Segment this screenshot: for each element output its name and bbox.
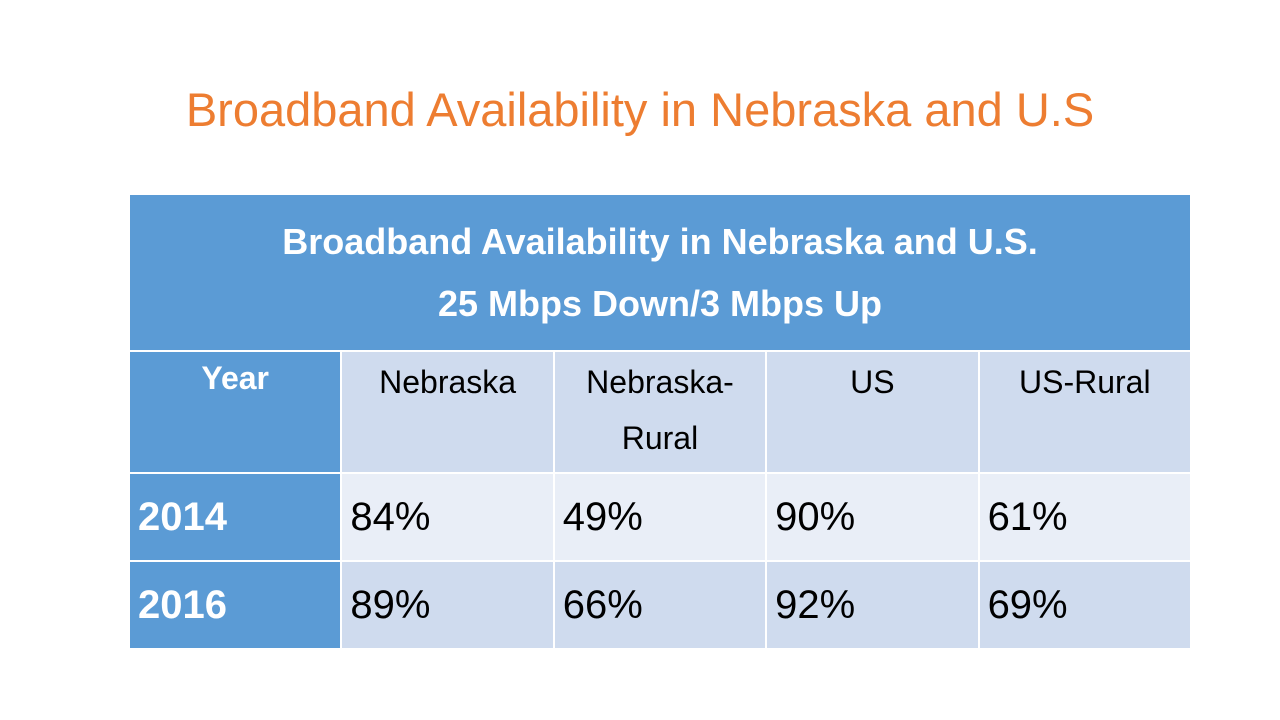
table-cell: 90% xyxy=(765,472,980,562)
table-cell: 69% xyxy=(977,560,1193,650)
slide-title: Broadband Availability in Nebraska and U… xyxy=(185,83,1095,136)
table-cell: 61% xyxy=(977,472,1193,562)
broadband-table: Broadband Availability in Nebraska and U… xyxy=(127,193,1193,650)
table-header-subtitle: 25 Mbps Down/3 Mbps Up xyxy=(437,282,883,324)
table-header: Broadband Availability in Nebraska and U… xyxy=(128,193,1192,352)
row-year-cell: 2014 xyxy=(127,472,343,562)
column-header-row: Year Nebraska Nebraska-Rural US US-Rural xyxy=(127,350,1193,474)
table-cell: 66% xyxy=(552,560,768,650)
column-header-us-rural: US-Rural xyxy=(977,350,1193,474)
column-header-nebraska-rural: Nebraska-Rural xyxy=(552,350,768,474)
column-header-nebraska: Nebraska xyxy=(340,350,555,474)
table-cell: 84% xyxy=(340,472,555,562)
table-header-title: Broadband Availability in Nebraska and U… xyxy=(282,220,1038,262)
column-header-us: US xyxy=(765,350,980,474)
table-cell: 49% xyxy=(552,472,768,562)
table-row: 2016 89% 66% 92% 69% xyxy=(127,560,1193,650)
table-cell: 89% xyxy=(340,560,555,650)
table-cell: 92% xyxy=(765,560,980,650)
row-year-cell: 2016 xyxy=(127,560,343,650)
column-header-year: Year xyxy=(127,350,343,474)
table-header-row: Broadband Availability in Nebraska and U… xyxy=(128,193,1192,352)
table-row: 2014 84% 49% 90% 61% xyxy=(127,472,1193,562)
